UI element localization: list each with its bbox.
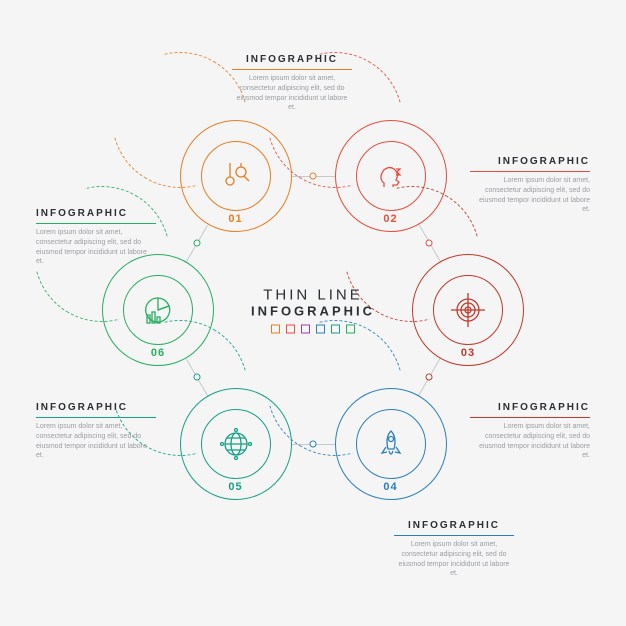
connector-dot: [193, 239, 200, 246]
callout-body: Lorem ipsum dolor sit amet, consectetur …: [394, 540, 514, 579]
node-04: 04: [335, 388, 447, 500]
connector-dot: [426, 374, 433, 381]
callout: INFOGRAPHIC Lorem ipsum dolor sit amet, c…: [394, 520, 514, 579]
callout: INFOGRAPHIC Lorem ipsum dolor sit amet, c…: [36, 402, 156, 461]
ring-inner: [201, 141, 271, 211]
ring-inner: [356, 409, 426, 479]
node-number: 06: [151, 347, 165, 359]
node-number: 05: [228, 481, 242, 493]
ring-inner: [433, 275, 503, 345]
node-number: 03: [461, 347, 475, 359]
infographic-stage: 010203040506THIN LINEINFOGRAPHICINFOGRAP…: [0, 0, 626, 626]
callout: INFOGRAPHIC Lorem ipsum dolor sit amet, c…: [470, 156, 590, 215]
callout-heading: INFOGRAPHIC: [470, 402, 590, 418]
title-squares: [251, 325, 375, 334]
node-03: 03: [412, 254, 524, 366]
callout-body: Lorem ipsum dolor sit amet, consectetur …: [36, 422, 156, 461]
node-05: 05: [180, 388, 292, 500]
title-square: [346, 325, 355, 334]
callout-heading: INFOGRAPHIC: [36, 208, 156, 224]
callout-heading: INFOGRAPHIC: [36, 402, 156, 418]
title-line1: THIN LINE: [251, 287, 375, 304]
ring-inner: [201, 409, 271, 479]
callout-body: Lorem ipsum dolor sit amet, consectetur …: [470, 422, 590, 461]
callout-body: Lorem ipsum dolor sit amet, consectetur …: [36, 228, 156, 267]
ring-outer: 05: [180, 388, 292, 500]
callout-heading: INFOGRAPHIC: [470, 156, 590, 172]
ring-outer: 06: [102, 254, 214, 366]
callout-heading: INFOGRAPHIC: [394, 520, 514, 536]
center-title: THIN LINEINFOGRAPHIC: [251, 287, 375, 334]
node-06: 06: [102, 254, 214, 366]
ring-outer: 04: [335, 388, 447, 500]
callout: INFOGRAPHIC Lorem ipsum dolor sit amet, c…: [470, 402, 590, 461]
callout-heading: INFOGRAPHIC: [232, 54, 352, 70]
node-number: 04: [383, 481, 397, 493]
callout-body: Lorem ipsum dolor sit amet, consectetur …: [470, 176, 590, 215]
ring-outer: 03: [412, 254, 524, 366]
callout-body: Lorem ipsum dolor sit amet, consectetur …: [232, 74, 352, 113]
title-line2: INFOGRAPHIC: [251, 304, 375, 319]
title-square: [331, 325, 340, 334]
node-number: 01: [228, 213, 242, 225]
title-square: [316, 325, 325, 334]
title-square: [286, 325, 295, 334]
callout: INFOGRAPHIC Lorem ipsum dolor sit amet, c…: [232, 54, 352, 113]
callout: INFOGRAPHIC Lorem ipsum dolor sit amet, c…: [36, 208, 156, 267]
ring-inner: [123, 275, 193, 345]
title-square: [271, 325, 280, 334]
title-square: [301, 325, 310, 334]
